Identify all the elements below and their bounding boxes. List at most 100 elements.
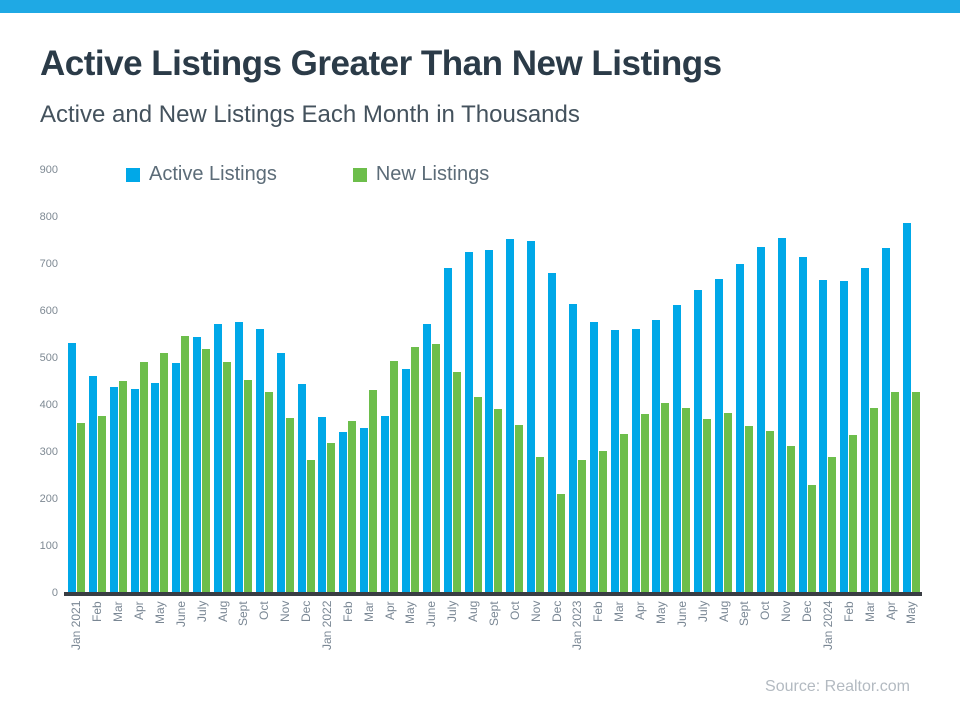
x-axis-label-slot: Oct bbox=[504, 601, 525, 679]
new-listings-bar bbox=[76, 423, 85, 593]
active-listings-bar bbox=[422, 324, 431, 593]
bar-group bbox=[191, 170, 212, 593]
x-axis-label: Dec bbox=[549, 601, 564, 623]
new-listings-bar bbox=[390, 361, 399, 593]
y-axis: 900 800 700 600 500 400 300 200 100 0 bbox=[18, 0, 58, 720]
x-axis-label-slot: Dec bbox=[296, 601, 317, 679]
x-axis-label: Oct bbox=[758, 601, 773, 620]
x-axis-label-slot: June bbox=[671, 601, 692, 679]
bar-group bbox=[463, 170, 484, 593]
active-listings-bar bbox=[715, 279, 724, 593]
y-tick-label: 0 bbox=[51, 587, 58, 599]
bar-group bbox=[880, 170, 901, 593]
x-axis-label-slot: Nov bbox=[275, 601, 296, 679]
x-axis-label: Mar bbox=[862, 601, 877, 622]
active-listings-swatch-icon bbox=[126, 167, 140, 182]
new-listings-bar bbox=[160, 353, 169, 593]
legend-label-active: Active Listings bbox=[149, 163, 277, 185]
x-axis-label: Feb bbox=[591, 601, 606, 622]
active-listings-bar bbox=[130, 389, 139, 593]
x-axis-label-slot: Jan 2022 bbox=[317, 601, 338, 679]
x-axis-label: Aug bbox=[716, 601, 731, 623]
x-axis-label-slot: June bbox=[170, 601, 191, 679]
new-listings-bar bbox=[911, 392, 920, 593]
y-tick-label: 800 bbox=[39, 211, 58, 223]
active-listings-bar bbox=[882, 248, 891, 593]
x-axis-label-slot: Sept bbox=[484, 601, 505, 679]
y-tick-label: 500 bbox=[39, 352, 58, 364]
page-title: Active Listings Greater Than New Listing… bbox=[40, 44, 722, 83]
x-axis-label: Apr bbox=[132, 601, 147, 620]
bar-group bbox=[400, 170, 421, 593]
x-axis-label: Aug bbox=[215, 601, 230, 623]
x-axis-label: Oct bbox=[507, 601, 522, 620]
x-axis-label: Apr bbox=[883, 601, 898, 620]
x-axis-label: Feb bbox=[90, 601, 105, 622]
x-axis-label: June bbox=[674, 601, 689, 628]
x-axis-label-slot: Mar bbox=[609, 601, 630, 679]
new-listings-bar bbox=[118, 381, 127, 593]
new-listings-bar bbox=[807, 485, 816, 593]
x-axis-label: Nov bbox=[779, 601, 794, 623]
x-axis-label: Jan 2021 bbox=[69, 601, 84, 651]
active-listings-bar bbox=[193, 337, 202, 593]
new-listings-bar bbox=[891, 392, 900, 593]
x-axis-label-slot: Mar bbox=[108, 601, 129, 679]
x-axis-label-slot: Feb bbox=[87, 601, 108, 679]
new-listings-bar bbox=[786, 446, 795, 593]
new-listings-bar bbox=[870, 408, 879, 593]
bar-group bbox=[66, 170, 87, 593]
x-axis-label: July bbox=[445, 601, 460, 623]
x-axis-label-slot: Aug bbox=[212, 601, 233, 679]
active-listings-bar bbox=[798, 257, 807, 593]
x-axis-label-slot: Apr bbox=[129, 601, 150, 679]
new-listings-bar bbox=[264, 392, 273, 593]
top-banner bbox=[0, 0, 960, 13]
new-listings-bar bbox=[557, 494, 566, 593]
x-axis-label: May bbox=[403, 601, 418, 624]
bar-group bbox=[170, 170, 191, 593]
new-listings-bar bbox=[452, 372, 461, 593]
new-listings-bar bbox=[306, 460, 315, 593]
x-axis-label: Mar bbox=[361, 601, 376, 622]
active-listings-bar bbox=[234, 322, 243, 593]
x-axis-label: June bbox=[424, 601, 439, 628]
bar-group bbox=[609, 170, 630, 593]
active-listings-bar bbox=[214, 324, 223, 593]
x-axis-label-slot: Mar bbox=[358, 601, 379, 679]
bar-group bbox=[630, 170, 651, 593]
x-axis-label-slot: Aug bbox=[463, 601, 484, 679]
active-listings-bar bbox=[673, 305, 682, 593]
active-listings-bar bbox=[297, 384, 306, 593]
x-axis-label: July bbox=[695, 601, 710, 623]
active-listings-bar bbox=[172, 363, 181, 593]
x-axis-label: May bbox=[653, 601, 668, 624]
x-axis-label-slot: Aug bbox=[713, 601, 734, 679]
new-listings-bar bbox=[473, 397, 482, 593]
bar-group bbox=[567, 170, 588, 593]
bar-group bbox=[755, 170, 776, 593]
bar-group bbox=[692, 170, 713, 593]
new-listings-bar bbox=[223, 362, 232, 593]
x-axis-line bbox=[64, 592, 922, 596]
new-listings-bar bbox=[765, 431, 774, 593]
new-listings-bar bbox=[97, 416, 106, 593]
bar-group bbox=[129, 170, 150, 593]
new-listings-bar bbox=[243, 380, 252, 593]
active-listings-bar bbox=[819, 280, 828, 593]
bar-group bbox=[150, 170, 171, 593]
bar-group bbox=[546, 170, 567, 593]
y-tick-label: 200 bbox=[39, 493, 58, 505]
bar-group bbox=[859, 170, 880, 593]
x-axis-label: July bbox=[194, 601, 209, 623]
x-axis-label: Aug bbox=[466, 601, 481, 623]
plot-area bbox=[66, 170, 922, 593]
y-tick-label: 400 bbox=[39, 399, 58, 411]
x-axis-label-slot: Apr bbox=[379, 601, 400, 679]
bar-group bbox=[108, 170, 129, 593]
x-axis-label-slot: Mar bbox=[859, 601, 880, 679]
bar-group bbox=[797, 170, 818, 593]
y-tick-label: 300 bbox=[39, 446, 58, 458]
x-axis-label-slot: Jan 2024 bbox=[818, 601, 839, 679]
bar-group bbox=[776, 170, 797, 593]
